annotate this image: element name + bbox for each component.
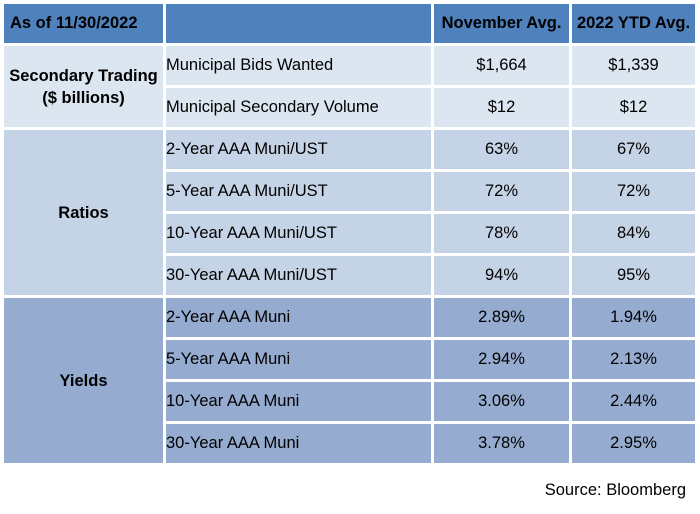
- row-ytd-value: 2.95%: [569, 421, 698, 466]
- table-row: Secondary Trading ($ billions) Municipal…: [1, 43, 698, 130]
- row-ytd-value: 67%: [569, 127, 698, 172]
- table-row: Municipal Secondary Volume $12 $12: [3, 85, 698, 130]
- table-row: 5-Year AAA Muni/UST 72% 72%: [3, 169, 698, 214]
- row-november-value: 63%: [431, 127, 572, 172]
- row-ytd-value: $12: [569, 85, 698, 130]
- row-ytd-value: 95%: [569, 253, 698, 298]
- row-label: 5-Year AAA Muni/UST: [163, 169, 434, 214]
- row-label: 30-Year AAA Muni/UST: [163, 253, 434, 298]
- table-row: 5-Year AAA Muni 2.94% 2.13%: [3, 337, 698, 382]
- as-of-date: As of 11/30/2022: [1, 1, 166, 46]
- group-ratios: Ratios: [1, 127, 166, 298]
- header-row: As of 11/30/2022 November Avg. 2022 YTD …: [1, 1, 698, 46]
- group-yields: Yields: [1, 295, 166, 466]
- row-ytd-value: 72%: [569, 169, 698, 214]
- row-ytd-value: 2.13%: [569, 337, 698, 382]
- row-november-value: 3.78%: [431, 421, 572, 466]
- header-blank-cell: [163, 1, 434, 46]
- table-row: 30-Year AAA Muni 3.78% 2.95%: [3, 421, 698, 466]
- row-ytd-value: 2.44%: [569, 379, 698, 424]
- table-row: 10-Year AAA Muni 3.06% 2.44%: [3, 379, 698, 424]
- row-label: 10-Year AAA Muni: [163, 379, 434, 424]
- source-note: Source: Bloomberg: [544, 481, 686, 499]
- table-row: 10-Year AAA Muni/UST 78% 84%: [3, 211, 698, 256]
- row-november-value: 72%: [431, 169, 572, 214]
- row-november-value: $12: [431, 85, 572, 130]
- row-ytd-value: 84%: [569, 211, 698, 256]
- muni-market-table: As of 11/30/2022 November Avg. 2022 YTD …: [1, 1, 698, 466]
- row-label: 2-Year AAA Muni/UST: [163, 127, 434, 172]
- row-november-value: 2.94%: [431, 337, 572, 382]
- group-secondary-trading: Secondary Trading ($ billions): [1, 43, 166, 130]
- group-secondary-title: Secondary Trading: [9, 66, 158, 85]
- row-november-value: 78%: [431, 211, 572, 256]
- table-row: Ratios 2-Year AAA Muni/UST 63% 67%: [1, 127, 698, 298]
- table-row: 30-Year AAA Muni/UST 94% 95%: [3, 253, 698, 298]
- row-label: 2-Year AAA Muni: [163, 295, 434, 340]
- row-ytd-value: 1.94%: [569, 295, 698, 340]
- row-november-value: 94%: [431, 253, 572, 298]
- row-label: Municipal Secondary Volume: [163, 85, 434, 130]
- row-ytd-value: $1,339: [569, 43, 698, 88]
- row-label: 10-Year AAA Muni/UST: [163, 211, 434, 256]
- row-november-value: 2.89%: [431, 295, 572, 340]
- row-label: 30-Year AAA Muni: [163, 421, 434, 466]
- row-label: 5-Year AAA Muni: [163, 337, 434, 382]
- row-november-value: 3.06%: [431, 379, 572, 424]
- row-november-value: $1,664: [431, 43, 572, 88]
- header-ytd-avg: 2022 YTD Avg.: [569, 1, 698, 46]
- row-label: Municipal Bids Wanted: [163, 43, 434, 88]
- table-row: Yields 2-Year AAA Muni 2.89% 1.94%: [1, 295, 698, 466]
- group-secondary-unit: ($ billions): [42, 88, 125, 107]
- header-november-avg: November Avg.: [431, 1, 572, 46]
